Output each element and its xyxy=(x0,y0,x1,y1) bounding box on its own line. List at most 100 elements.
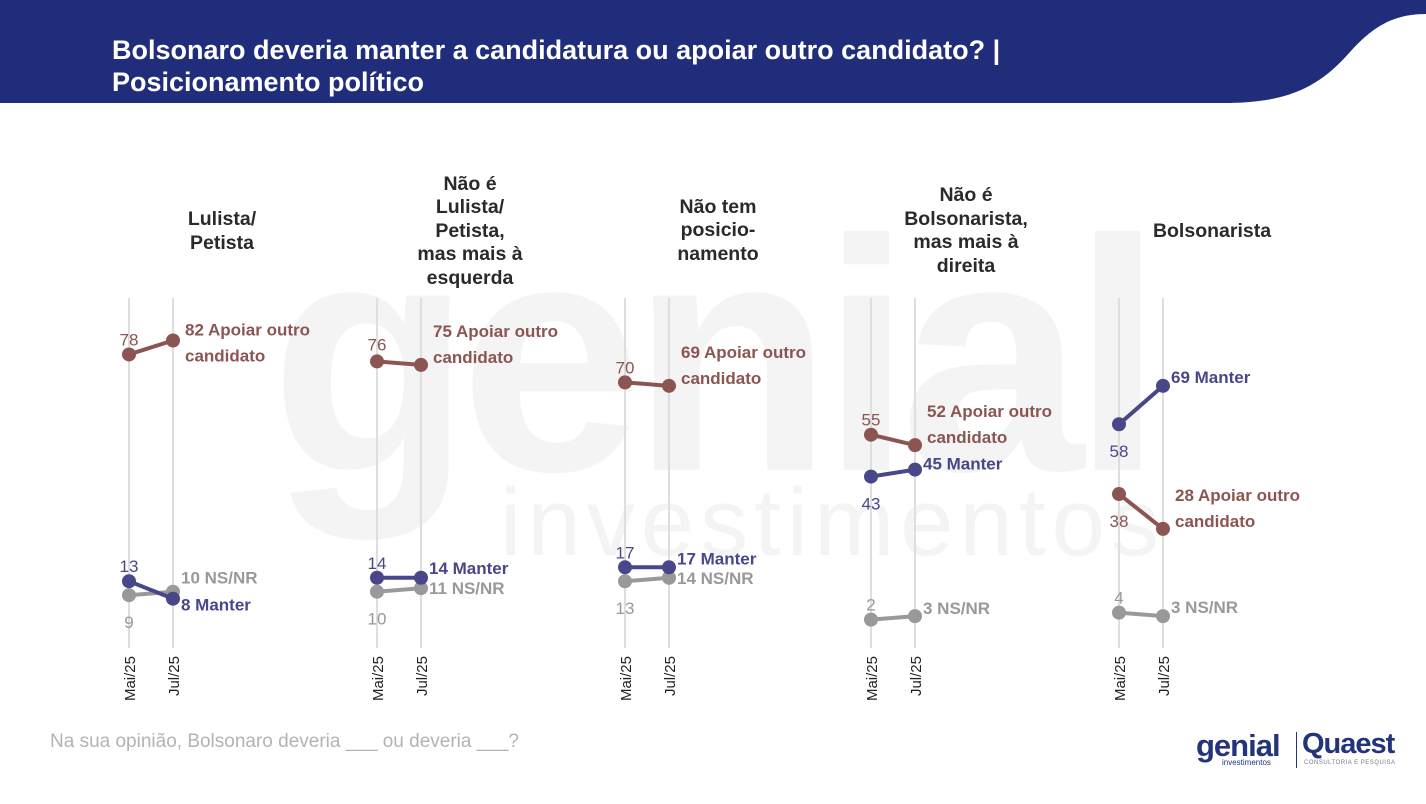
x-tick-label: Mai/25 xyxy=(1112,656,1129,701)
start-value-label: 4 xyxy=(1114,589,1123,608)
series-line-manter xyxy=(1117,383,1165,427)
start-value-label: 38 xyxy=(1110,512,1129,531)
end-value-label: 14 NS/NR xyxy=(677,569,754,588)
group-title: Lulista/ Petista xyxy=(187,208,257,254)
group-title: Não é Bolsonarista, mas mais à direita xyxy=(904,184,1028,277)
data-point-apoiar xyxy=(370,354,384,369)
quaest-logo-sub: CONSULTORIA E PESQUISA xyxy=(1304,760,1396,766)
data-point-manter xyxy=(370,570,384,585)
x-tick-label: Jul/25 xyxy=(166,656,183,696)
start-value-label: 14 xyxy=(368,554,387,573)
start-value-label: 10 xyxy=(368,610,387,629)
footnote: Na sua opinião, Bolsonaro deveria ___ ou… xyxy=(50,731,519,752)
end-value-label: 45 Manter xyxy=(923,455,1003,474)
x-tick-label: Mai/25 xyxy=(618,656,635,701)
genial-logo: genial xyxy=(1196,728,1281,763)
watermark-investimentos: investimentos xyxy=(500,469,1165,576)
series-line-nsnr xyxy=(1117,610,1165,619)
quaest-logo: Quaest xyxy=(1302,728,1395,760)
data-point-nsnr xyxy=(1156,609,1170,624)
data-point-manter xyxy=(166,591,180,606)
page-title: Bolsonaro deveria manter a candidatura o… xyxy=(112,35,1001,97)
end-value-label: 8 Manter xyxy=(181,596,251,615)
data-point-manter xyxy=(1156,378,1170,393)
data-point-apoiar xyxy=(414,357,428,372)
data-point-manter xyxy=(908,462,922,477)
start-value-label: 78 xyxy=(120,330,139,349)
x-tick-label: Jul/25 xyxy=(414,656,431,696)
header-banner: Bolsonaro deveria manter a candidatura o… xyxy=(0,0,1426,110)
genial-logo-sub: investimentos xyxy=(1222,758,1271,767)
end-value-label: 11 NS/NR xyxy=(429,579,505,598)
data-point-apoiar xyxy=(618,375,632,390)
data-point-apoiar xyxy=(1156,521,1170,536)
start-value-label: 17 xyxy=(616,543,635,562)
group-title: Não é Lulista/ Petista, mas mais à esque… xyxy=(417,172,523,289)
x-tick-label: Mai/25 xyxy=(370,656,387,701)
series-line-manter xyxy=(869,467,917,479)
end-value-label: 14 Manter xyxy=(429,559,509,578)
end-value-label: 3 NS/NR xyxy=(923,599,990,618)
data-point-nsnr xyxy=(908,609,922,624)
data-point-manter xyxy=(1112,417,1126,432)
series-line-nsnr xyxy=(375,586,423,594)
end-value-label: 69 Manter xyxy=(1171,368,1251,387)
data-point-manter xyxy=(414,570,428,585)
x-tick-label: Jul/25 xyxy=(908,656,925,696)
data-point-nsnr xyxy=(618,574,632,589)
data-point-apoiar xyxy=(166,333,180,348)
x-tick-label: Jul/25 xyxy=(1156,656,1173,696)
x-tick-label: Mai/25 xyxy=(864,656,881,701)
end-value-label: 82 Apoiar outro candidato xyxy=(185,321,310,366)
data-point-apoiar xyxy=(662,378,676,393)
data-point-apoiar xyxy=(122,347,136,362)
end-value-label: 28 Apoiar outro candidato xyxy=(1175,486,1300,531)
start-value-label: 58 xyxy=(1110,442,1129,461)
data-point-manter xyxy=(864,469,878,484)
start-value-label: 13 xyxy=(120,557,139,576)
x-tick-label: Mai/25 xyxy=(122,656,139,701)
x-tick-label: Jul/25 xyxy=(662,656,679,696)
data-point-nsnr xyxy=(662,570,676,585)
end-value-label: 10 NS/NR xyxy=(181,569,258,588)
series-line-apoiar xyxy=(127,338,175,357)
start-value-label: 70 xyxy=(616,358,635,377)
start-value-label: 2 xyxy=(866,596,875,615)
group-title: Não tem posicio- namento xyxy=(677,195,759,265)
data-point-nsnr xyxy=(122,588,136,603)
data-point-manter xyxy=(662,560,676,575)
start-value-label: 55 xyxy=(862,411,881,430)
data-point-apoiar xyxy=(908,438,922,453)
group-title: Bolsonarista xyxy=(1152,219,1272,242)
data-point-nsnr xyxy=(864,612,878,627)
header-shape xyxy=(0,0,1426,103)
series-line-apoiar xyxy=(623,380,671,388)
series-line-nsnr xyxy=(623,575,671,584)
logo-divider xyxy=(1296,732,1297,768)
data-point-apoiar xyxy=(1112,487,1126,502)
data-point-nsnr xyxy=(370,584,384,599)
start-value-label: 9 xyxy=(124,613,133,632)
series-line-nsnr xyxy=(869,614,917,622)
end-value-label: 69 Apoiar outro candidato xyxy=(681,343,806,388)
end-value-label: 17 Manter xyxy=(677,549,757,568)
end-value-label: 52 Apoiar outro candidato xyxy=(927,402,1052,447)
data-point-nsnr xyxy=(414,581,428,596)
end-value-label: 3 NS/NR xyxy=(1171,598,1238,617)
series-line-manter xyxy=(127,579,175,601)
series-line-apoiar xyxy=(869,432,917,448)
start-value-label: 13 xyxy=(616,599,635,618)
start-value-label: 43 xyxy=(862,495,881,514)
data-point-nsnr xyxy=(1112,605,1126,620)
logo: genial investimentos Quaest CONSULTORIA … xyxy=(1196,728,1396,772)
series-line-nsnr xyxy=(127,589,175,598)
end-value-label: 75 Apoiar outro candidato xyxy=(433,322,558,367)
data-point-manter xyxy=(618,560,632,575)
start-value-label: 76 xyxy=(368,335,387,354)
data-point-manter xyxy=(122,574,136,589)
series-line-apoiar xyxy=(1117,492,1165,531)
data-point-apoiar xyxy=(864,427,878,442)
series-line-apoiar xyxy=(375,359,423,367)
